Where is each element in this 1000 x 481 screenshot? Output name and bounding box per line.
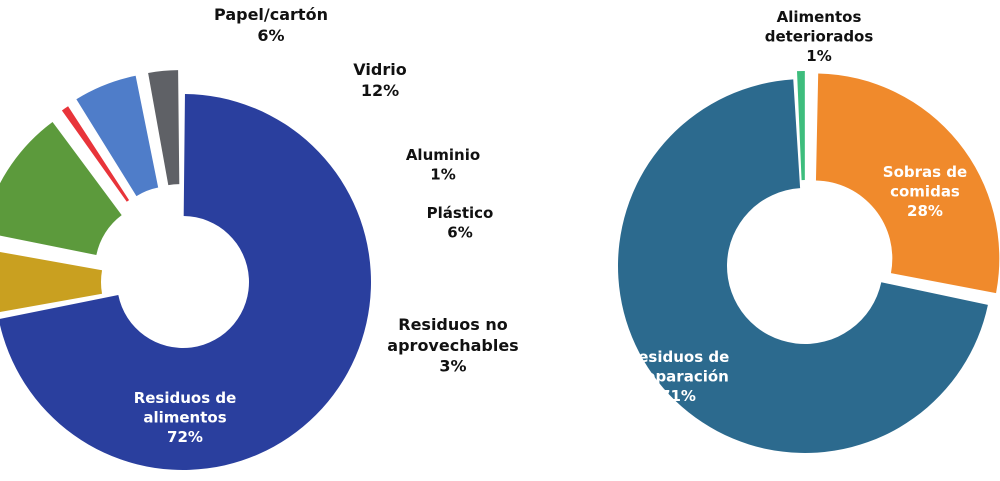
slice-label-line: deteriorados — [765, 28, 874, 46]
slice-value-label: 12% — [361, 81, 399, 100]
slice-label-line: aprovechables — [387, 336, 518, 355]
slice-residuos-de-alimentos — [0, 94, 371, 470]
slice-sobras-de-comidas — [815, 73, 1000, 294]
slice-label-line: Aluminio — [406, 146, 480, 164]
slice-value-label: 1% — [430, 166, 455, 184]
slice-value-label: 71% — [660, 387, 696, 405]
slice-label-line: Papel/cartón — [214, 5, 328, 24]
slice-label-papel-carton: Papel/cartón 6% — [214, 5, 328, 45]
slice-label-plastico: Plástico 6% — [427, 204, 494, 242]
slice-residuos-de-preparacion — [617, 79, 988, 453]
slice-label-sobras-de-comidas: Sobras de comidas 28% — [883, 163, 967, 220]
slice-label-line: Residuos de — [134, 389, 237, 407]
waste-composition-donut-chart: Residuos de alimentos 72% Papel/cartón 6% Vid… — [0, 5, 519, 470]
slice-value-label: 3% — [439, 357, 466, 376]
slice-label-line: comidas — [890, 183, 960, 201]
slice-label-alimentos-deteriorados: Alimentos deteriorados 1% — [765, 8, 874, 65]
slice-vidrio — [0, 121, 122, 256]
slice-value-label: 6% — [257, 26, 284, 45]
slice-residuos-no-aprovechables — [148, 70, 180, 186]
slice-label-vidrio: Vidrio 12% — [353, 60, 406, 100]
slice-aluminio — [61, 106, 130, 202]
slice-label-residuos-de-preparacion: Residuos de preparación 71% — [627, 348, 730, 405]
slice-value-label: 1% — [806, 47, 831, 65]
slice-value-label: 28% — [907, 202, 943, 220]
slice-label-line: Sobras de — [883, 163, 967, 181]
slice-value-label: 6% — [447, 224, 472, 242]
slice-label-line: Plástico — [427, 204, 494, 222]
food-waste-donut-chart: Alimentos deteriorados 1% Sobras de comidas 2… — [617, 8, 1000, 453]
slice-label-line: alimentos — [143, 409, 226, 427]
slice-label-line: preparación — [627, 368, 729, 386]
slice-label-line: Residuos no — [398, 315, 508, 334]
slice-label-line: Residuos de — [627, 348, 730, 366]
slice-plastico — [76, 75, 159, 197]
slice-label-residuos-no-aprovechables: Residuos no aprovechables 3% — [387, 315, 518, 376]
slice-value-label: 72% — [167, 428, 203, 446]
slice-label-aluminio: Aluminio 1% — [406, 146, 480, 184]
slice-alimentos-deteriorados — [797, 71, 805, 181]
slice-label-line: Vidrio — [353, 60, 406, 79]
slice-papel-carton — [0, 251, 103, 313]
slice-label-residuos-de-alimentos: Residuos de alimentos 72% — [134, 389, 237, 446]
slice-label-line: Alimentos — [777, 8, 862, 26]
